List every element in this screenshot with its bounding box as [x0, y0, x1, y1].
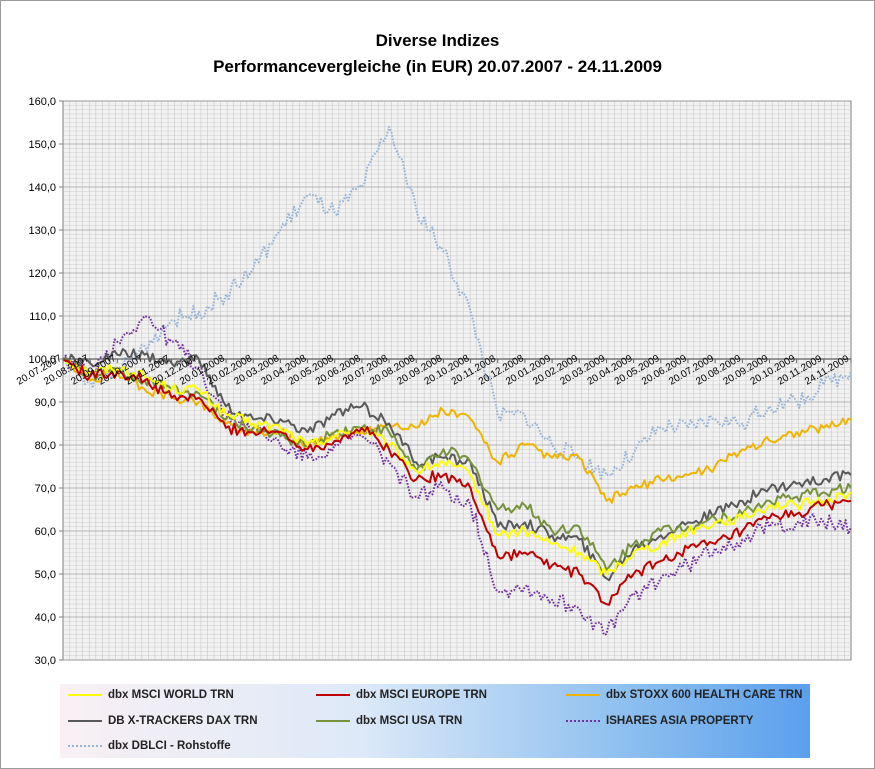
series-line-4 [62, 357, 852, 571]
series-line-6 [62, 125, 852, 481]
y-tick-label: 70,0 [35, 483, 56, 495]
title-line-1: Diverse Indizes [375, 31, 500, 50]
series-line-0 [62, 358, 852, 576]
legend-label: dbx MSCI WORLD TRN [108, 689, 234, 701]
title-line-2: Performancevergleiche (in EUR) 20.07.200… [213, 57, 662, 76]
y-tick-label: 140,0 [28, 182, 56, 194]
legend-label: dbx STOXX 600 HEALTH CARE TRN [606, 689, 803, 701]
legend-label: ISHARES ASIA PROPERTY [606, 715, 754, 727]
legend-label: DB X-TRACKERS DAX TRN [108, 715, 258, 727]
y-tick-label: 60,0 [35, 526, 56, 538]
y-tick-label: 80,0 [35, 440, 56, 452]
legend-swatch-msci-europe [316, 694, 350, 696]
grid-layer [63, 100, 851, 661]
legend-swatch-stoxx-health [566, 694, 600, 696]
legend-label: dbx MSCI EUROPE TRN [356, 689, 487, 701]
y-tick-label: 30,0 [35, 655, 56, 667]
legend: dbx MSCI WORLD TRN dbx MSCI EUROPE TRN d… [60, 684, 810, 758]
legend-item-msci-world: dbx MSCI WORLD TRN [68, 686, 234, 704]
legend-label: dbx MSCI USA TRN [356, 715, 463, 727]
legend-swatch-msci-usa [316, 720, 350, 722]
y-tick-label: 100,0 [28, 354, 56, 366]
y-tick-label: 50,0 [35, 569, 56, 581]
series-line-1 [62, 358, 852, 606]
legend-swatch-asia-property [566, 720, 600, 722]
series-line-2 [62, 358, 852, 504]
legend-item-rohstoffe: dbx DBLCI - Rohstoffe [68, 737, 231, 755]
legend-item-stoxx-health: dbx STOXX 600 HEALTH CARE TRN [566, 686, 802, 704]
y-tick-label: 110,0 [29, 311, 56, 323]
legend-label: dbx DBLCI - Rohstoffe [108, 740, 231, 752]
y-tick-label: 120,0 [28, 268, 56, 280]
legend-swatch-msci-world [68, 694, 102, 696]
y-tick-label: 150,0 [28, 139, 56, 151]
legend-item-msci-usa: dbx MSCI USA TRN [316, 712, 462, 730]
y-tick-label: 160,0 [28, 96, 56, 108]
legend-swatch-dax [68, 720, 102, 722]
legend-item-dax: DB X-TRACKERS DAX TRN [68, 712, 258, 730]
series-layer [62, 125, 852, 636]
y-tick-label: 40,0 [35, 612, 56, 624]
y-tick-label: 130,0 [28, 225, 56, 237]
chart-title: Diverse Indizes Performancevergleiche (i… [0, 28, 875, 80]
legend-item-asia-property: ISHARES ASIA PROPERTY [566, 712, 753, 730]
y-tick-label: 90,0 [35, 397, 56, 409]
legend-item-msci-europe: dbx MSCI EUROPE TRN [316, 686, 487, 704]
legend-swatch-rohstoffe [68, 745, 102, 747]
